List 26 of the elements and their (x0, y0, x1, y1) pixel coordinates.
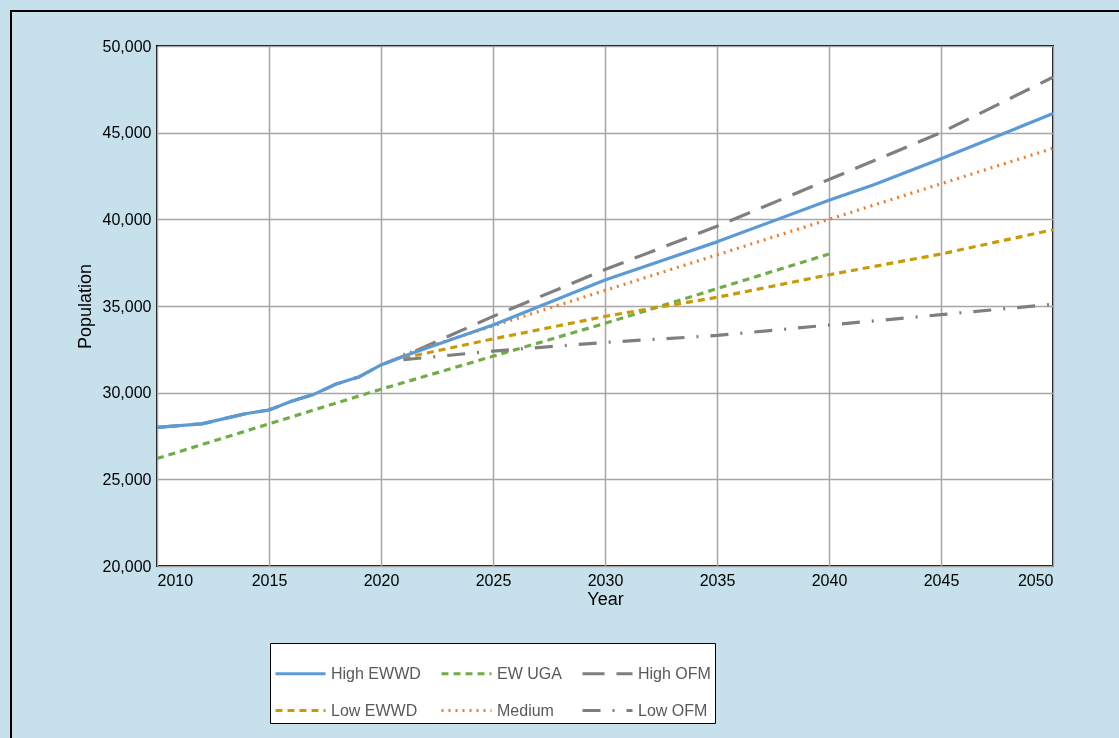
legend-label: Low OFM (638, 701, 708, 719)
legend-label: High EWWD (331, 664, 421, 682)
y-tick-label: 30,000 (102, 384, 152, 402)
y-tick-label: 25,000 (102, 470, 152, 488)
x-tick-label: 2050 (1017, 571, 1054, 589)
legend-label: EW UGA (497, 664, 563, 682)
x-tick-label: 2020 (363, 571, 400, 589)
x-tick-label: 2025 (475, 571, 512, 589)
x-tick-label: 2035 (699, 571, 736, 589)
legend-label: Low EWWD (331, 701, 418, 719)
y-tick-label: 50,000 (102, 37, 152, 55)
x-tick-label: 2040 (811, 571, 848, 589)
y-axis-title: Population (74, 263, 95, 350)
x-tick-label: 2030 (587, 571, 624, 589)
legend-label: Medium (497, 701, 554, 719)
y-tick-label: 35,000 (102, 297, 152, 315)
x-tick-label: 2015 (251, 571, 288, 589)
x-tick-label: 2045 (923, 571, 960, 589)
x-axis-title: Year (587, 588, 624, 609)
line-series (401, 146, 1053, 357)
x-tick-label: 2010 (157, 571, 194, 589)
y-tick-label: 20,000 (102, 557, 152, 575)
line-series (157, 252, 831, 461)
y-tick-label: 40,000 (102, 210, 152, 228)
y-tick-label: 45,000 (102, 124, 152, 142)
legend-label: High OFM (638, 664, 711, 682)
